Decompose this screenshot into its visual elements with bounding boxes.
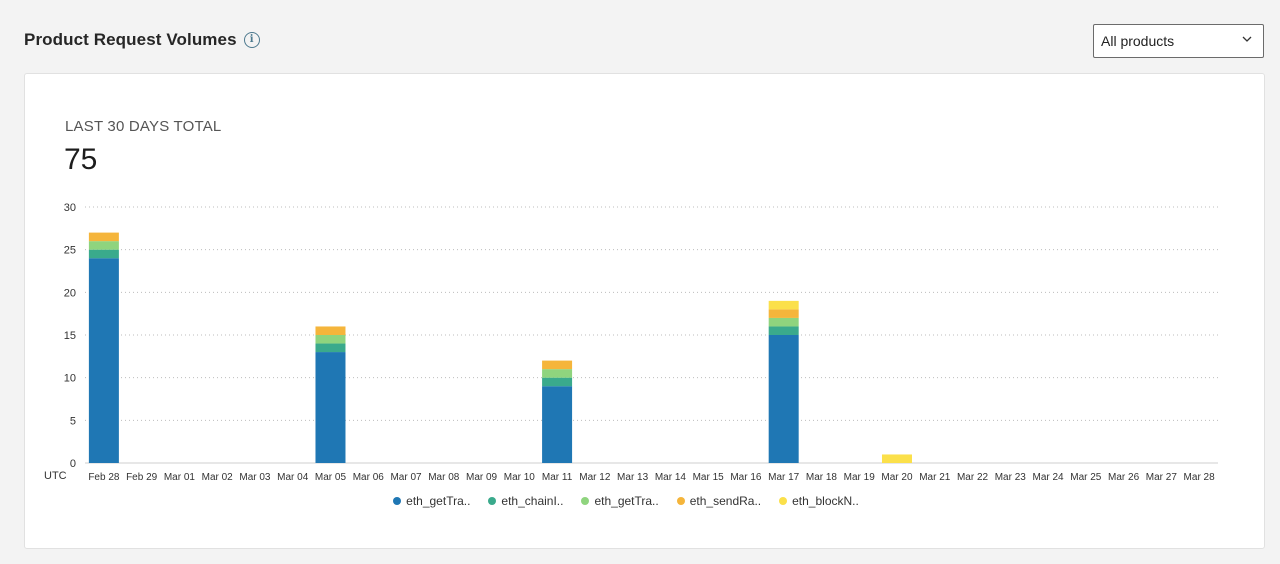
bar-segment (542, 377, 573, 387)
x-tick-label: Mar 04 (277, 472, 309, 483)
chart-card (24, 73, 1265, 549)
x-tick-label: Mar 28 (1184, 472, 1216, 483)
page-title: Product Request Volumes (24, 30, 237, 49)
bar-segment (315, 326, 346, 335)
legend-item[interactable]: eth_blockN.. (779, 494, 859, 508)
x-tick-label: Mar 27 (1146, 472, 1178, 483)
bar-segment (88, 249, 119, 259)
x-tick-label: Mar 14 (655, 472, 687, 483)
legend-label: eth_sendRa.. (689, 494, 762, 508)
x-tick-label: Mar 10 (504, 472, 536, 483)
info-icon[interactable]: i (243, 32, 260, 48)
bar-segment (768, 309, 799, 318)
y-tick-label: 10 (64, 373, 76, 385)
bar-segment (768, 335, 799, 463)
x-tick-label: Mar 19 (844, 472, 876, 483)
x-tick-label: Mar 17 (768, 472, 800, 483)
page-header: Product Request Volumes i (24, 30, 260, 50)
bar-segment (542, 386, 573, 463)
legend-item[interactable]: eth_chainI.. (488, 494, 563, 508)
y-tick-label: 0 (70, 458, 76, 470)
x-tick-label: Mar 03 (239, 472, 271, 483)
chevron-down-icon (1242, 36, 1252, 42)
legend-dot (581, 497, 590, 505)
legend-label: eth_getTra.. (594, 494, 659, 508)
x-tick-label: Mar 16 (730, 472, 762, 483)
bar-segment (542, 360, 573, 370)
x-tick-label: Mar 07 (390, 472, 422, 483)
legend-item[interactable]: eth_sendRa.. (676, 494, 762, 508)
bar-segment (768, 326, 799, 335)
x-tick-label: Mar 11 (542, 472, 573, 483)
x-tick-label: Mar 12 (579, 472, 611, 483)
x-tick-label: Feb 28 (88, 472, 120, 483)
x-tick-label: Mar 01 (164, 472, 196, 483)
x-tick-label: Mar 23 (995, 472, 1027, 483)
legend-dot (779, 497, 788, 505)
legend-label: eth_chainI.. (501, 494, 564, 508)
y-tick-label: 5 (70, 415, 76, 427)
y-tick-label: 15 (64, 330, 76, 342)
legend-dot (676, 497, 685, 505)
y-tick-label: 25 (64, 245, 76, 257)
bar-segment (881, 454, 912, 463)
legend-item[interactable]: eth_getTra.. (581, 494, 659, 508)
chart-legend: eth_getTra.. eth_chainI.. eth_getTra.. eth_… (0, 494, 1280, 508)
x-tick-label: Mar 26 (1108, 472, 1140, 483)
legend-label: eth_blockN.. (792, 494, 859, 508)
bar-segment (315, 352, 346, 463)
bar-segment (542, 369, 573, 378)
bar-segment (315, 335, 346, 344)
total-label: LAST 30 DAYS TOTAL (65, 118, 222, 135)
x-tick-label: Mar 21 (919, 472, 951, 483)
product-select[interactable]: All products (1093, 24, 1264, 58)
bar-segment (88, 241, 119, 250)
legend-dot (488, 497, 497, 505)
x-tick-label: Mar 24 (1032, 472, 1064, 483)
bar-segment (88, 232, 119, 242)
bar-segment (88, 258, 119, 463)
x-tick-label: Mar 25 (1070, 472, 1102, 483)
x-tick-label: Feb 29 (126, 472, 158, 483)
x-tick-label: Mar 05 (315, 472, 347, 483)
product-select-value: All products (1101, 33, 1175, 49)
x-tick-label: Mar 20 (881, 472, 913, 483)
x-tick-label: Mar 02 (202, 472, 234, 483)
timezone-label: UTC (44, 470, 67, 482)
bar-segment (768, 317, 799, 327)
legend-item[interactable]: eth_getTra.. (393, 494, 470, 508)
x-tick-label: Mar 18 (806, 472, 838, 483)
x-tick-label: Mar 06 (353, 472, 385, 483)
legend-dot (393, 497, 402, 505)
bar-segment (315, 343, 346, 353)
total-value: 75 (64, 143, 98, 176)
x-tick-label: Mar 13 (617, 472, 649, 483)
y-tick-label: 30 (64, 202, 76, 214)
legend-label: eth_getTra.. (406, 494, 471, 508)
x-tick-label: Mar 15 (693, 472, 725, 483)
y-tick-label: 20 (64, 287, 76, 299)
x-tick-label: Mar 22 (957, 472, 989, 483)
x-tick-label: Mar 09 (466, 472, 498, 483)
bar-segment (768, 300, 799, 310)
x-tick-label: Mar 08 (428, 472, 460, 483)
